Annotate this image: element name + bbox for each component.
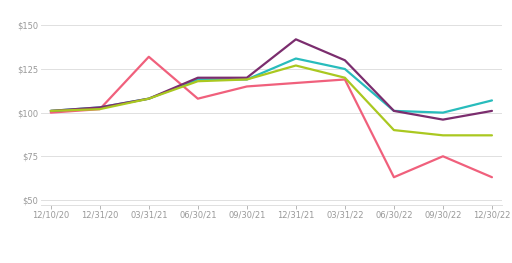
S&P500 [342, 67, 348, 70]
S&P500 IT [48, 109, 54, 113]
Airbnb [97, 108, 103, 111]
Airbnb [489, 176, 495, 179]
S&P500 [293, 57, 299, 60]
S&P500 [146, 97, 152, 100]
NASDAQ [48, 109, 54, 113]
Airbnb [440, 155, 446, 158]
Airbnb [342, 78, 348, 81]
NASDAQ [440, 134, 446, 137]
Airbnb [244, 85, 250, 88]
Line: S&P500 IT: S&P500 IT [51, 39, 492, 120]
S&P500 [97, 106, 103, 109]
Airbnb [391, 176, 397, 179]
Line: Airbnb: Airbnb [51, 57, 492, 177]
Airbnb [146, 55, 152, 58]
S&P500 [440, 111, 446, 114]
NASDAQ [293, 64, 299, 67]
Airbnb [48, 111, 54, 114]
NASDAQ [146, 97, 152, 100]
Airbnb [195, 97, 201, 100]
Airbnb [293, 81, 299, 84]
NASDAQ [244, 78, 250, 81]
S&P500 IT [244, 76, 250, 79]
NASDAQ [489, 134, 495, 137]
S&P500 IT [440, 118, 446, 121]
S&P500 IT [342, 59, 348, 62]
S&P500 IT [146, 97, 152, 100]
NASDAQ [391, 129, 397, 132]
S&P500 [391, 109, 397, 113]
NASDAQ [195, 80, 201, 83]
S&P500 [195, 78, 201, 81]
Line: S&P500: S&P500 [51, 59, 492, 113]
S&P500 IT [489, 109, 495, 113]
S&P500 [489, 99, 495, 102]
NASDAQ [97, 108, 103, 111]
S&P500 [48, 109, 54, 113]
NASDAQ [342, 76, 348, 79]
Line: NASDAQ: NASDAQ [51, 65, 492, 135]
S&P500 IT [293, 38, 299, 41]
S&P500 [244, 78, 250, 81]
S&P500 IT [195, 76, 201, 79]
S&P500 IT [391, 109, 397, 113]
S&P500 IT [97, 106, 103, 109]
